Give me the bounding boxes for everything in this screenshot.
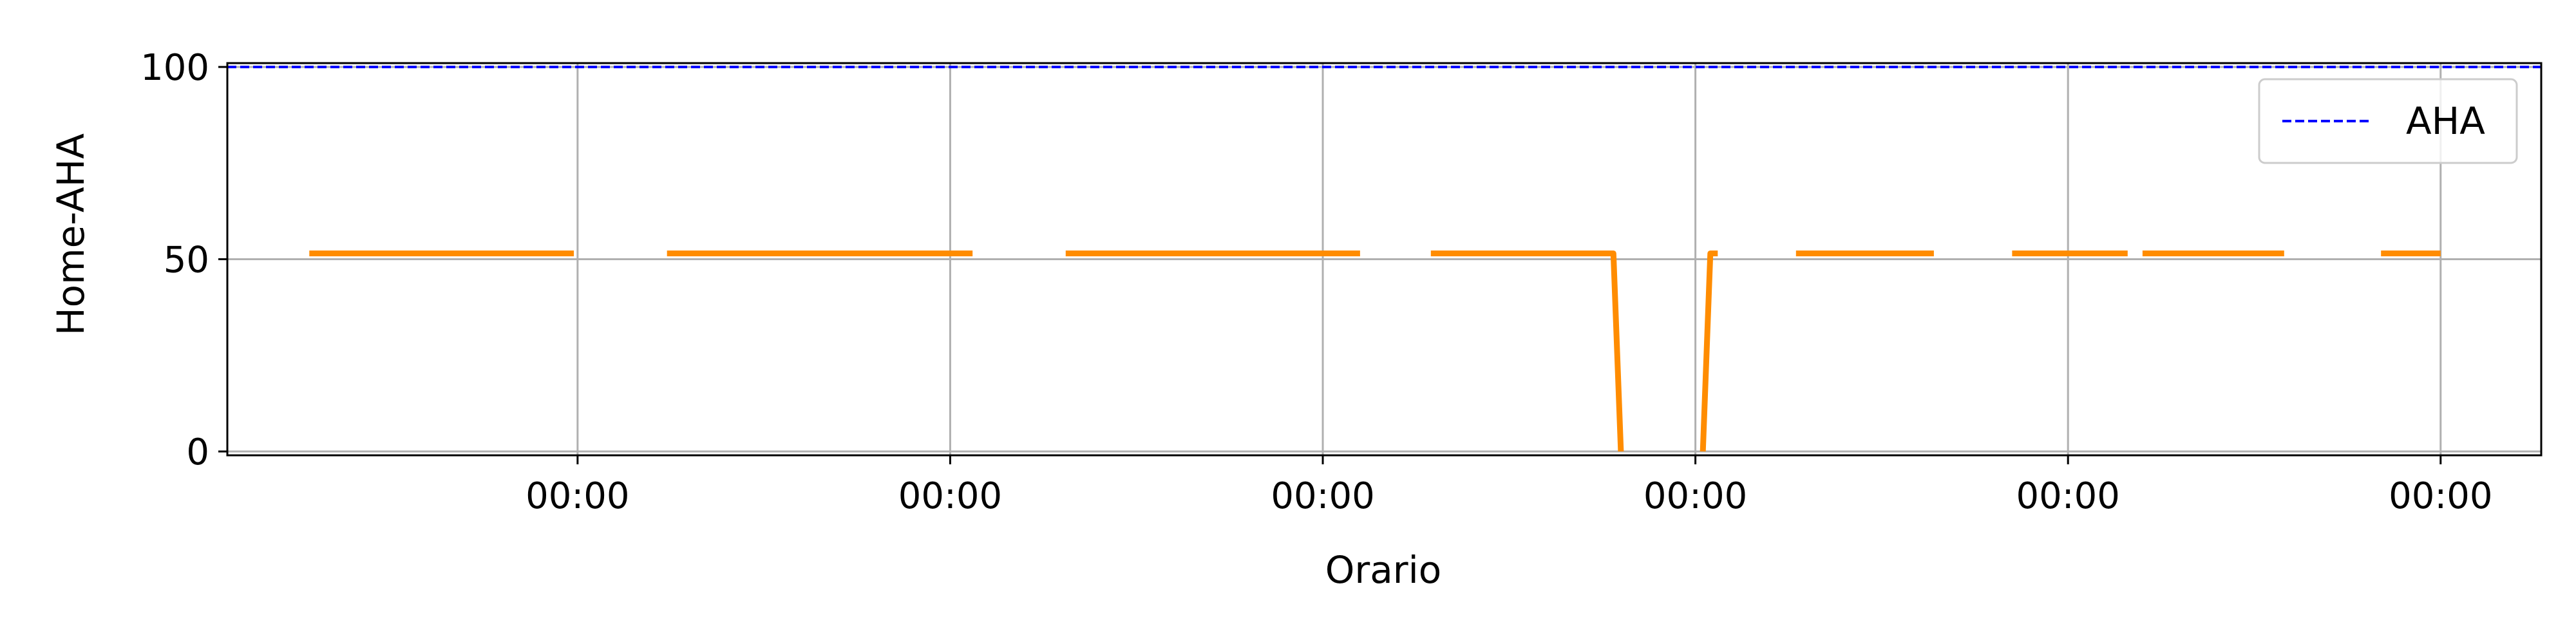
series-home-line-segment bbox=[1700, 251, 1718, 452]
x-tick-label: 00:00 bbox=[1271, 475, 1374, 517]
legend-box bbox=[2258, 78, 2518, 164]
y-axis-label: Home-AHA bbox=[49, 133, 93, 336]
x-tick-label: 00:00 bbox=[1643, 475, 1747, 517]
legend: AHA bbox=[2258, 78, 2518, 164]
series-layer bbox=[227, 66, 2541, 452]
x-tick-label: 00:00 bbox=[2389, 475, 2492, 517]
series-home-line-segment bbox=[1430, 251, 1624, 452]
y-tick-label: 0 bbox=[186, 431, 209, 473]
y-tick-label: 100 bbox=[140, 47, 209, 89]
ticks-layer: 00:00 00:00 00:00 00:00 00:00 00:00 0 50 100 bbox=[140, 47, 2492, 517]
x-axis-label: Orario bbox=[1325, 548, 1442, 592]
x-tick-label: 00:00 bbox=[526, 475, 629, 517]
x-tick-label: 00:00 bbox=[2016, 475, 2120, 517]
grid-layer bbox=[227, 63, 2541, 455]
y-tick-label: 50 bbox=[164, 240, 209, 281]
x-tick-label: 00:00 bbox=[898, 475, 1002, 517]
legend-label-aha: AHA bbox=[2406, 99, 2485, 143]
